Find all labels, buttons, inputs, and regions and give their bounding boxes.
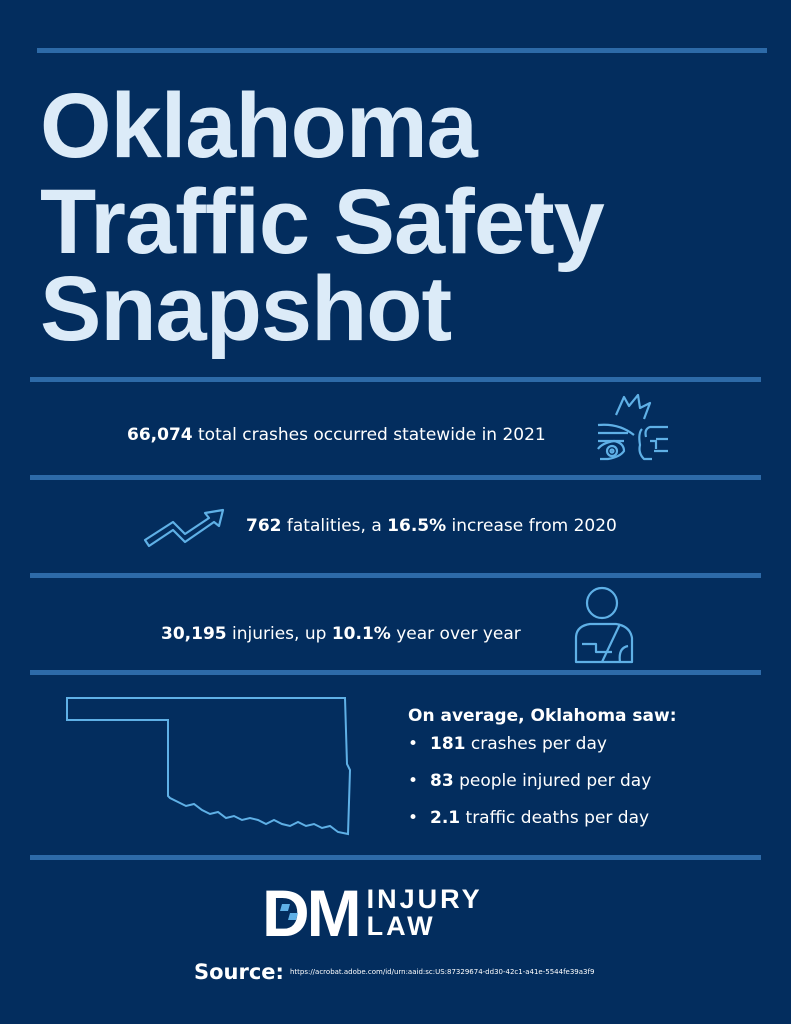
crashes-value: 66,074 <box>127 425 193 445</box>
average-section: On average, Oklahoma saw: 181 crashes pe… <box>408 706 677 845</box>
stat-fatalities: 762 fatalities, a 16.5% increase from 20… <box>246 516 617 536</box>
injuries-text-2: year over year <box>390 624 521 644</box>
injured-person-icon <box>574 586 634 664</box>
injuries-value: 30,195 <box>161 624 227 644</box>
fatalities-increase: 16.5% <box>387 516 447 536</box>
divider <box>37 48 767 53</box>
logo-line-1: INJURY <box>366 884 483 914</box>
list-item: 2.1 traffic deaths per day <box>408 808 677 828</box>
injuries-increase: 10.1% <box>331 624 391 644</box>
crashes-text: total crashes occurred statewide in 2021 <box>192 425 546 445</box>
car-crash-icon <box>597 393 668 461</box>
trend-up-arrow-icon <box>143 508 225 548</box>
avg-value: 83 <box>430 771 454 791</box>
fatalities-text: fatalities, a <box>281 516 388 536</box>
title-line-1: Oklahoma <box>40 75 478 177</box>
fatalities-text-2: increase from 2020 <box>446 516 617 536</box>
list-item: 83 people injured per day <box>408 771 677 791</box>
list-item: 181 crashes per day <box>408 734 677 754</box>
stat-injuries: 30,195 injuries, up 10.1% year over year <box>161 624 521 644</box>
average-heading: On average, Oklahoma saw: <box>408 706 677 726</box>
title-line-2: Traffic Safety <box>40 171 605 273</box>
divider <box>30 377 761 382</box>
fatalities-value: 762 <box>246 516 282 536</box>
divider <box>30 573 761 578</box>
logo-squares-icon <box>280 904 298 920</box>
stat-crashes: 66,074 total crashes occurred statewide … <box>127 425 546 445</box>
source-url[interactable]: https://acrobat.adobe.com/id/urn:aaid:sc… <box>289 968 595 976</box>
divider <box>30 855 761 860</box>
divider <box>30 670 761 675</box>
logo-line-2: LAW <box>366 911 436 941</box>
avg-value: 181 <box>430 734 466 754</box>
title-line-3: Snapshot <box>40 258 452 360</box>
logo-mark: DM <box>262 876 362 950</box>
oklahoma-map-icon <box>66 697 352 836</box>
source: Source: https://acrobat.adobe.com/id/urn… <box>194 960 594 984</box>
injuries-text: injuries, up <box>226 624 332 644</box>
source-label: Source: <box>194 960 284 984</box>
avg-text: crashes per day <box>465 734 607 754</box>
avg-text: people injured per day <box>453 771 652 791</box>
avg-value: 2.1 <box>430 808 461 828</box>
divider <box>30 475 761 480</box>
dm-injury-law-logo: DM INJURY LAW <box>262 880 483 946</box>
avg-text: traffic deaths per day <box>460 808 650 828</box>
